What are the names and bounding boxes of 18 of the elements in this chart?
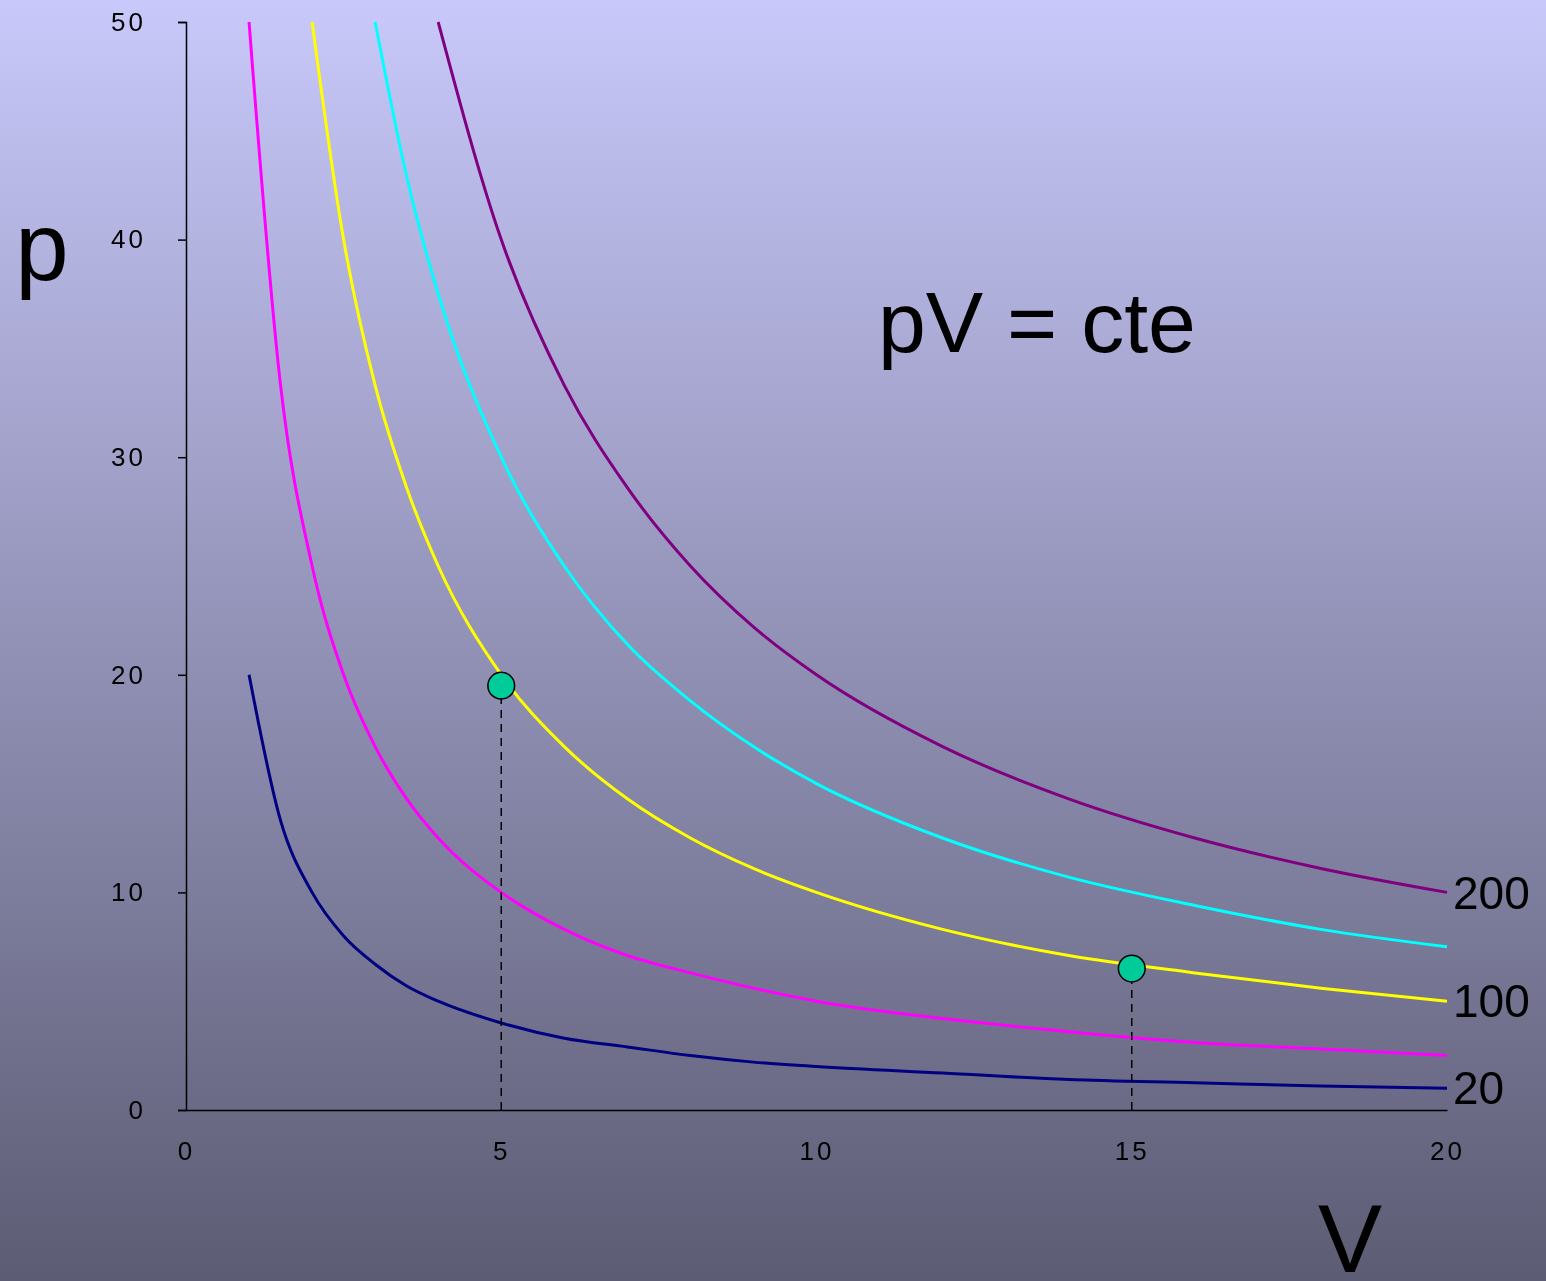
x-tick-label: 5	[493, 1136, 511, 1167]
y-tick-label: 0	[128, 1094, 146, 1125]
y-tick-label: 50	[111, 6, 146, 37]
x-axis-title: V	[1317, 1185, 1383, 1281]
series-label: 100	[1453, 975, 1530, 1028]
x-tick-label: 0	[177, 1136, 196, 1167]
y-tick-label: 10	[111, 877, 146, 908]
y-tick-label: 40	[111, 224, 146, 255]
x-tick-label: 15	[1114, 1136, 1150, 1167]
y-axis-title: p	[15, 193, 69, 300]
y-tick-label: 30	[111, 442, 146, 473]
x-tick-label: 20	[1430, 1136, 1465, 1167]
x-tick-label: 10	[799, 1136, 835, 1167]
y-tick-label: 20	[111, 659, 146, 690]
series-label: 200	[1453, 866, 1530, 919]
series-label: 20	[1453, 1062, 1505, 1115]
annotation: pV = cte	[878, 274, 1196, 370]
line-series	[247, 673, 1449, 1090]
